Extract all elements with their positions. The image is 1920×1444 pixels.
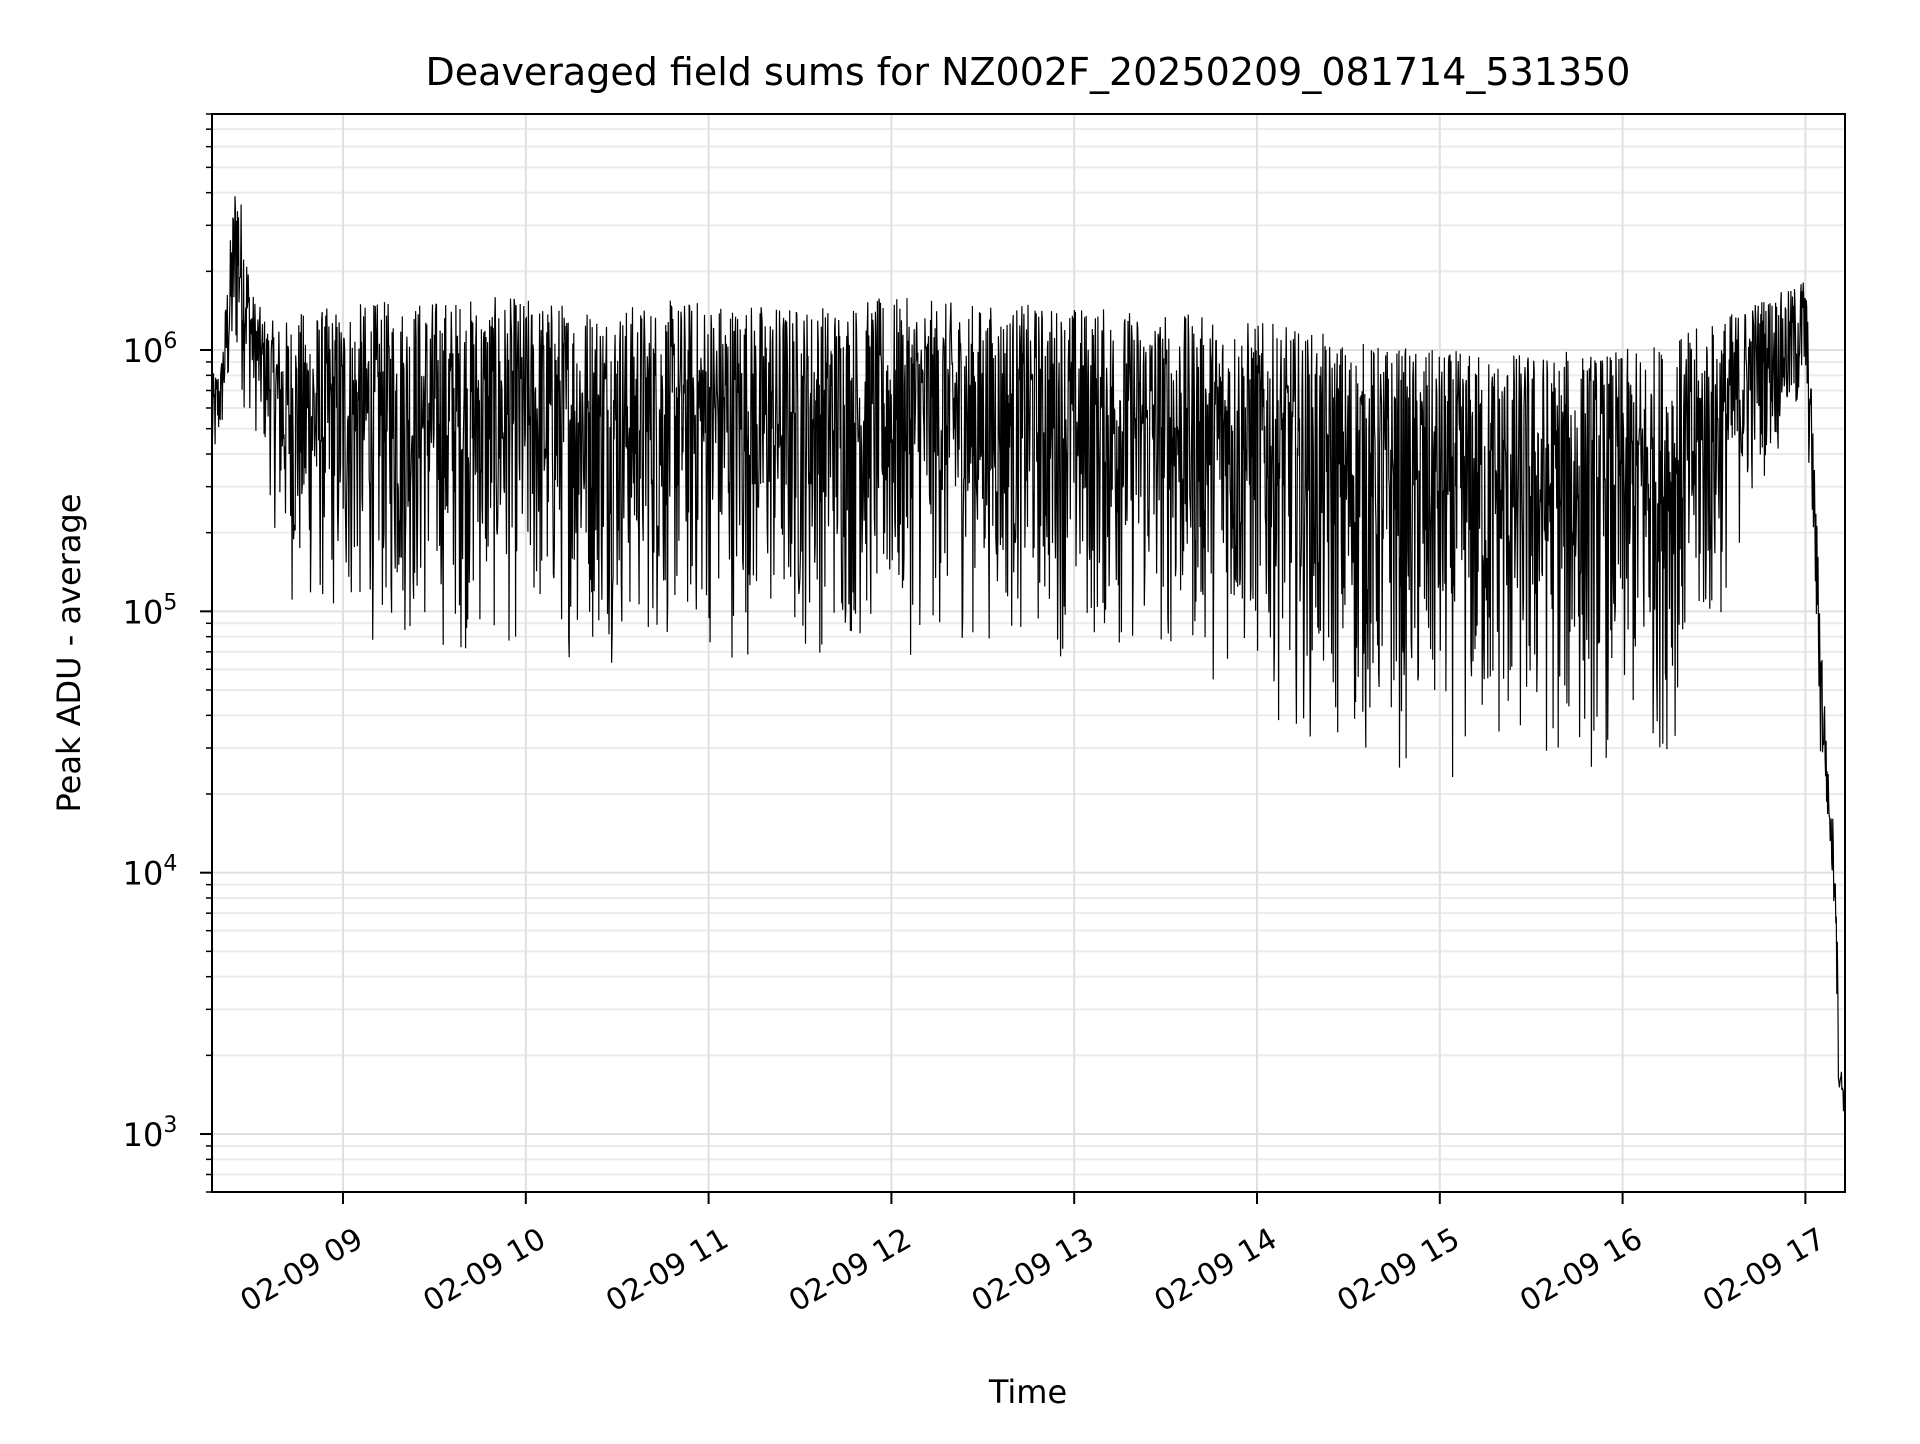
y-axis-ticks: 103 104 105 106 bbox=[123, 113, 212, 1193]
y-tick-label: 106 bbox=[123, 329, 178, 370]
chart-title: Deaveraged field sums for NZ002F_2025020… bbox=[426, 50, 1631, 94]
y-axis-label: Peak ADU - average bbox=[50, 494, 88, 813]
series-layer bbox=[211, 196, 1846, 1112]
y-tick-label: 105 bbox=[123, 590, 178, 631]
y-tick-label: 104 bbox=[123, 852, 178, 893]
x-axis-label: Time bbox=[988, 1373, 1067, 1411]
y-tick-label: 103 bbox=[123, 1113, 178, 1154]
plot-frame bbox=[211, 113, 1846, 1193]
series-line bbox=[211, 196, 1846, 1112]
